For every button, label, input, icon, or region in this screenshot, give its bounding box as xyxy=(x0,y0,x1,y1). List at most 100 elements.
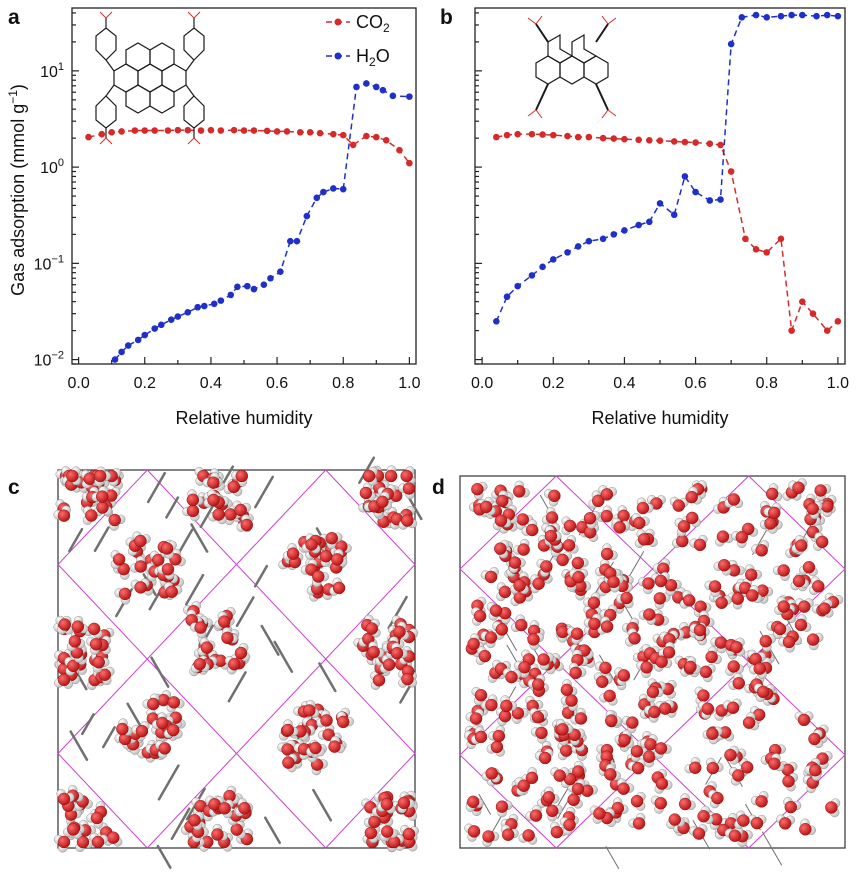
water-molecule xyxy=(542,786,560,804)
framework-linker xyxy=(68,527,84,553)
series-line-co2 xyxy=(88,129,410,164)
water-molecule xyxy=(749,662,767,679)
water-molecule xyxy=(747,649,766,666)
water-molecule xyxy=(66,466,81,486)
data-point-h2o xyxy=(564,249,571,256)
y-axis-title-end: ) xyxy=(8,84,28,90)
water-molecule xyxy=(553,551,572,567)
water-molecule xyxy=(813,532,829,551)
legend-marker-co2 xyxy=(334,18,342,26)
water-molecule xyxy=(301,538,321,554)
data-point-co2 xyxy=(207,126,215,134)
water-molecule xyxy=(697,805,714,824)
water-molecule xyxy=(544,525,562,543)
water-molecule xyxy=(654,777,673,794)
x-tick-label: 1.0 xyxy=(398,375,420,392)
legend-label-h2o-o: O xyxy=(376,46,390,66)
framework-linker xyxy=(478,793,491,815)
water-molecule xyxy=(794,711,814,727)
unit-cell-edge xyxy=(235,658,416,849)
water-molecule xyxy=(614,667,631,686)
water-molecule xyxy=(655,699,675,715)
water-molecule xyxy=(794,614,812,632)
water-molecule xyxy=(534,748,554,765)
series-line-h2o xyxy=(495,14,838,322)
water-molecule xyxy=(666,813,685,830)
water-molecule xyxy=(615,591,634,609)
series-layer-a xyxy=(85,80,413,363)
data-point-h2o xyxy=(151,325,158,332)
water-molecule xyxy=(571,556,589,574)
water-molecule xyxy=(142,693,160,711)
series-line-h2o xyxy=(114,82,410,361)
water-molecule xyxy=(510,579,529,595)
water-molecule xyxy=(527,674,546,691)
data-point-co2 xyxy=(610,135,618,142)
data-point-h2o xyxy=(194,303,201,311)
data-point-co2 xyxy=(174,126,182,134)
legend-label-co2: CO xyxy=(356,12,383,32)
x-tick-label: 0.6 xyxy=(684,375,706,392)
water-molecule xyxy=(224,655,241,675)
water-molecule xyxy=(66,635,86,652)
data-point-h2o xyxy=(585,237,593,245)
data-point-co2 xyxy=(131,127,139,134)
data-point-h2o xyxy=(184,309,192,316)
data-point-h2o xyxy=(379,86,387,94)
x-tick-label: 0.6 xyxy=(266,375,288,392)
water-molecule xyxy=(511,614,528,633)
svg-text:CO2: CO2 xyxy=(356,12,390,35)
water-molecule xyxy=(654,742,672,759)
data-point-co2 xyxy=(197,127,205,134)
water-molecule xyxy=(799,561,818,577)
water-molecule xyxy=(652,609,669,626)
data-point-co2 xyxy=(349,141,357,149)
water-molecule xyxy=(658,641,676,659)
water-molecule xyxy=(480,496,496,516)
water-molecule xyxy=(679,590,696,609)
water-molecule xyxy=(306,741,325,757)
data-point-h2o xyxy=(111,356,119,363)
data-point-h2o xyxy=(656,200,664,207)
water-molecule xyxy=(64,656,80,676)
water-molecule xyxy=(365,618,381,638)
water-molecule xyxy=(794,598,814,613)
water-molecule xyxy=(508,556,526,574)
x-ticks-b: 0.0 0.2 0.4 0.6 0.8 1.0 xyxy=(471,357,849,392)
chart-panel-a: 10−2 10−1 100 101 0.0 0.2 0.4 0.6 0.8 1.0 Relati… xyxy=(34,7,421,428)
framework-linker xyxy=(761,831,782,866)
data-point-co2 xyxy=(599,134,607,142)
water-molecule xyxy=(390,642,408,660)
data-point-h2o xyxy=(681,173,689,180)
data-point-co2 xyxy=(503,131,511,139)
water-molecule xyxy=(684,656,701,674)
data-point-h2o xyxy=(528,272,536,279)
data-point-h2o xyxy=(834,12,842,20)
water-molecule xyxy=(86,636,103,655)
data-point-co2 xyxy=(406,159,413,167)
data-point-co2 xyxy=(706,140,714,148)
water-molecule xyxy=(806,500,823,520)
water-molecule xyxy=(597,616,614,635)
water-molecule xyxy=(782,772,798,792)
water-molecule xyxy=(704,580,722,598)
water-molecule xyxy=(336,711,354,729)
water-molecule xyxy=(486,602,503,621)
water-molecule xyxy=(114,587,132,605)
framework-linker xyxy=(157,764,180,801)
water-molecule xyxy=(799,818,816,836)
water-molecule xyxy=(669,496,689,512)
water-molecule xyxy=(715,726,735,742)
water-molecule xyxy=(537,652,554,671)
y-ticks-a: 10−2 10−1 100 101 xyxy=(34,12,79,370)
water-molecule xyxy=(525,804,543,822)
water-molecule xyxy=(808,729,824,749)
water-molecule xyxy=(765,483,783,502)
data-point-co2 xyxy=(670,138,678,145)
water-molecule xyxy=(562,535,579,554)
y-tick-label: 101 xyxy=(40,61,64,81)
data-point-co2 xyxy=(108,128,115,136)
framework-linker xyxy=(146,471,167,504)
water-molecule xyxy=(160,540,177,559)
data-point-h2o xyxy=(752,11,760,19)
